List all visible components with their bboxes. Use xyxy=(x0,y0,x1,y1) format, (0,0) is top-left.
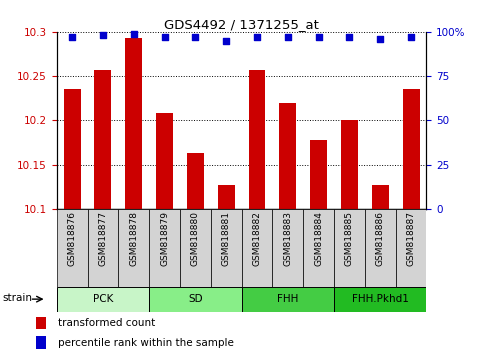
Point xyxy=(222,38,230,44)
Bar xyxy=(156,113,173,209)
Point xyxy=(68,34,76,40)
Title: GDS4492 / 1371255_at: GDS4492 / 1371255_at xyxy=(164,18,319,31)
Point xyxy=(161,34,169,40)
Bar xyxy=(57,287,149,312)
Point xyxy=(407,34,415,40)
Bar xyxy=(303,209,334,287)
Text: GSM818878: GSM818878 xyxy=(129,211,138,266)
Bar xyxy=(95,70,111,209)
Point xyxy=(346,34,353,40)
Bar xyxy=(272,209,303,287)
Bar xyxy=(88,209,118,287)
Bar xyxy=(149,287,242,312)
Text: SD: SD xyxy=(188,294,203,304)
Bar xyxy=(64,90,80,209)
Bar xyxy=(118,209,149,287)
Bar xyxy=(57,209,88,287)
Bar xyxy=(36,316,46,329)
Point xyxy=(130,31,138,36)
Point xyxy=(376,36,384,42)
Bar xyxy=(187,153,204,209)
Text: FHH.Pkhd1: FHH.Pkhd1 xyxy=(352,294,409,304)
Text: GSM818887: GSM818887 xyxy=(407,211,416,266)
Bar xyxy=(280,103,296,209)
Text: GSM818880: GSM818880 xyxy=(191,211,200,266)
Text: GSM818876: GSM818876 xyxy=(68,211,76,266)
Bar xyxy=(341,120,358,209)
Bar xyxy=(248,70,265,209)
Point xyxy=(253,34,261,40)
Bar xyxy=(149,209,180,287)
Text: GSM818877: GSM818877 xyxy=(99,211,107,266)
Text: GSM818883: GSM818883 xyxy=(283,211,292,266)
Bar xyxy=(180,209,211,287)
Text: PCK: PCK xyxy=(93,294,113,304)
Bar xyxy=(403,90,420,209)
Text: GSM818885: GSM818885 xyxy=(345,211,354,266)
Bar xyxy=(125,38,142,209)
Text: GSM818879: GSM818879 xyxy=(160,211,169,266)
Text: percentile rank within the sample: percentile rank within the sample xyxy=(58,337,234,348)
Bar xyxy=(395,209,426,287)
Text: GSM818884: GSM818884 xyxy=(314,211,323,266)
Text: GSM818882: GSM818882 xyxy=(252,211,261,266)
Bar xyxy=(218,185,235,209)
Point xyxy=(99,33,107,38)
Point xyxy=(315,34,322,40)
Text: GSM818881: GSM818881 xyxy=(222,211,231,266)
Bar xyxy=(36,336,46,349)
Bar xyxy=(242,287,334,312)
Point xyxy=(284,34,292,40)
Bar xyxy=(334,287,426,312)
Text: FHH: FHH xyxy=(277,294,298,304)
Text: strain: strain xyxy=(3,293,33,303)
Bar xyxy=(365,209,395,287)
Bar xyxy=(334,209,365,287)
Bar xyxy=(372,185,388,209)
Text: GSM818886: GSM818886 xyxy=(376,211,385,266)
Bar xyxy=(211,209,242,287)
Bar xyxy=(242,209,272,287)
Point xyxy=(191,34,199,40)
Text: transformed count: transformed count xyxy=(58,318,155,328)
Bar xyxy=(310,140,327,209)
